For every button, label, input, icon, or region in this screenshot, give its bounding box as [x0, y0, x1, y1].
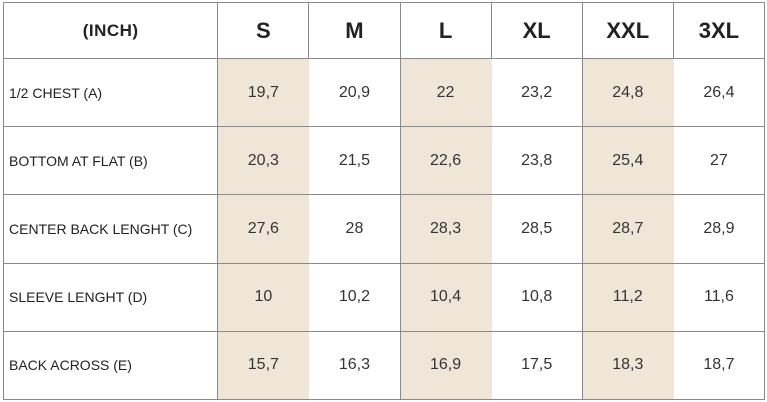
table-cell: 27,6 [217, 194, 310, 264]
table-cell: 22 [399, 57, 492, 128]
size-header-xxl: XXL [581, 2, 674, 59]
size-header-3xl: 3XL [672, 2, 766, 59]
size-header-xl: XL [490, 2, 583, 59]
row-label-back-across: BACK ACROSS (E) [2, 330, 219, 401]
table-cell: 28,5 [490, 194, 583, 264]
table-cell: 18,3 [581, 330, 674, 401]
size-header-l: L [399, 2, 492, 59]
table-cell: 16,3 [308, 330, 401, 401]
table-cell: 28,7 [581, 194, 674, 264]
table-cell: 20,3 [217, 126, 310, 196]
table-cell: 10 [217, 262, 310, 332]
table-cell: 11,2 [581, 262, 674, 332]
size-header-m: M [308, 2, 401, 59]
table-cell: 10,2 [308, 262, 401, 332]
table-cell: 28,9 [672, 194, 766, 264]
row-label-center-back: CENTER BACK LENGHT (C) [2, 194, 219, 264]
table-row: SLEEVE LENGHT (D) 10 10,2 10,4 10,8 11,2… [2, 262, 766, 332]
unit-label: (INCH) [2, 2, 219, 59]
table-cell: 20,9 [308, 57, 401, 128]
table-cell: 27 [672, 126, 766, 196]
table-cell: 28,3 [399, 194, 492, 264]
table-cell: 16,9 [399, 330, 492, 401]
table-cell: 11,6 [672, 262, 766, 332]
table-header-row: (INCH) S M L XL XXL 3XL [2, 2, 766, 59]
table-cell: 19,7 [217, 57, 310, 128]
table-cell: 28 [308, 194, 401, 264]
table-cell: 22,6 [399, 126, 492, 196]
table-cell: 24,8 [581, 57, 674, 128]
table-cell: 18,7 [672, 330, 766, 401]
table-cell: 23,8 [490, 126, 583, 196]
size-header-s: S [217, 2, 310, 59]
table-cell: 23,2 [490, 57, 583, 128]
table-cell: 25,4 [581, 126, 674, 196]
row-label-chest: 1/2 CHEST (A) [2, 57, 219, 128]
row-label-bottom: BOTTOM AT FLAT (B) [2, 126, 219, 196]
row-label-sleeve: SLEEVE LENGHT (D) [2, 262, 219, 332]
table-row: BACK ACROSS (E) 15,7 16,3 16,9 17,5 18,3… [2, 330, 766, 401]
table-row: 1/2 CHEST (A) 19,7 20,9 22 23,2 24,8 26,… [2, 57, 766, 128]
table-cell: 21,5 [308, 126, 401, 196]
table-row: CENTER BACK LENGHT (C) 27,6 28 28,3 28,5… [2, 194, 766, 264]
table-cell: 17,5 [490, 330, 583, 401]
table-cell: 15,7 [217, 330, 310, 401]
table-cell: 10,8 [490, 262, 583, 332]
table-cell: 26,4 [672, 57, 766, 128]
table-cell: 10,4 [399, 262, 492, 332]
table-row: BOTTOM AT FLAT (B) 20,3 21,5 22,6 23,8 2… [2, 126, 766, 196]
